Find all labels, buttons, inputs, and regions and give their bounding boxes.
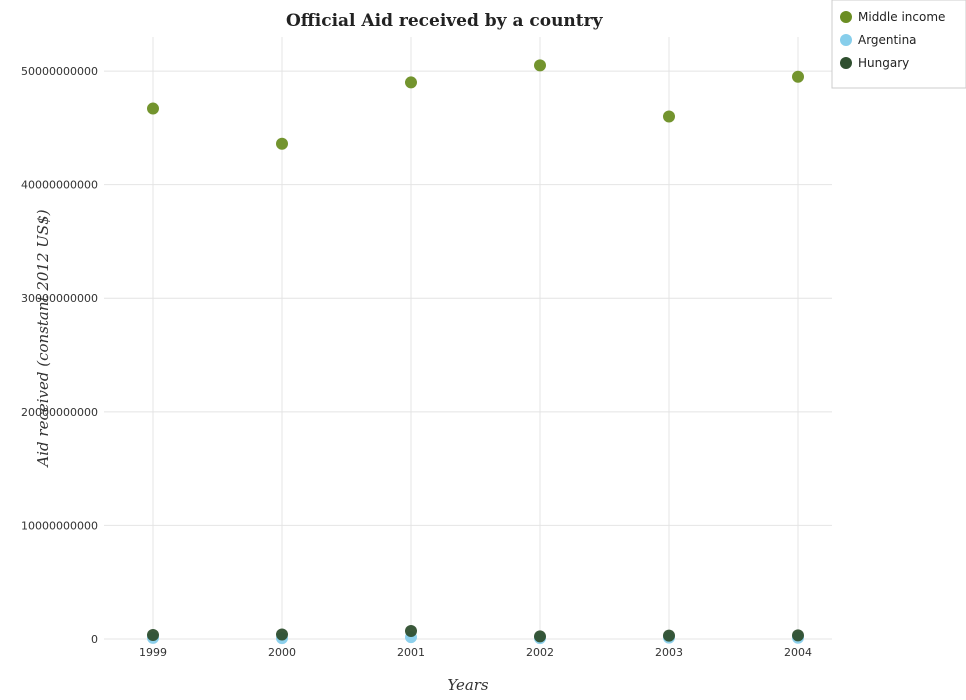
legend-label: Hungary xyxy=(858,56,909,70)
y-tick-label: 40000000000 xyxy=(21,179,98,192)
point-middle-income xyxy=(792,70,804,83)
point-middle-income xyxy=(534,59,546,72)
legend-label: Argentina xyxy=(858,33,917,47)
x-axis-label: Years xyxy=(447,676,489,694)
point-hungary xyxy=(534,630,546,643)
x-tick-label: 2002 xyxy=(526,646,554,659)
y-tick-label: 30000000000 xyxy=(21,292,98,305)
y-tick-label: 10000000000 xyxy=(21,519,98,532)
legend: Middle income Argentina Hungary xyxy=(831,0,966,89)
point-hungary xyxy=(276,628,288,641)
point-middle-income xyxy=(276,137,288,150)
point-middle-income xyxy=(663,110,675,123)
point-hungary xyxy=(663,629,675,642)
grid xyxy=(104,37,832,640)
y-tick-labels: 0 10000000000 20000000000 30000000000 400000… xyxy=(21,65,98,646)
x-tick-label: 2000 xyxy=(268,646,296,659)
legend-marker xyxy=(840,57,852,69)
x-tick-label: 1999 xyxy=(139,646,167,659)
y-tick-label: 50000000000 xyxy=(21,65,98,78)
point-hungary xyxy=(405,625,417,638)
y-axis-label: Aid received (constant 2012 US$) xyxy=(34,209,52,468)
data-points xyxy=(147,59,804,645)
legend-box xyxy=(831,0,966,89)
chart-title: Official Aid received by a country xyxy=(286,11,604,31)
y-tick-label: 20000000000 xyxy=(21,406,98,419)
y-tick-label: 0 xyxy=(91,633,98,646)
x-tick-labels: 1999 2000 2001 2002 2003 2004 xyxy=(139,646,812,659)
legend-label: Middle income xyxy=(858,10,945,24)
plot-area xyxy=(104,37,832,639)
point-hungary xyxy=(792,629,804,642)
x-tick-label: 2001 xyxy=(397,646,425,659)
point-middle-income xyxy=(147,102,159,115)
x-tick-label: 2003 xyxy=(655,646,683,659)
x-tick-label: 2004 xyxy=(784,646,812,659)
point-hungary xyxy=(147,629,159,642)
legend-marker xyxy=(840,34,852,46)
legend-marker xyxy=(840,11,852,23)
point-middle-income xyxy=(405,76,417,89)
